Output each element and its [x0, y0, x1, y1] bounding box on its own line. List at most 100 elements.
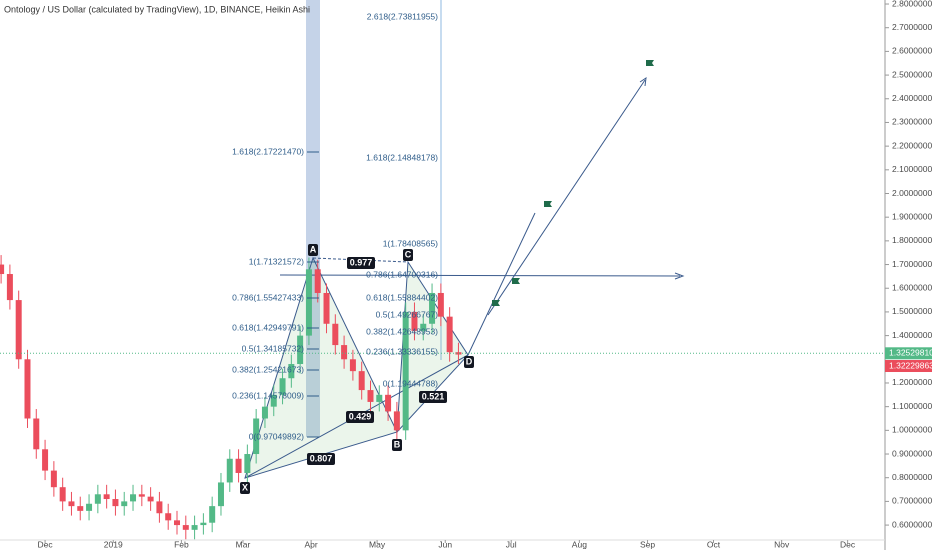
fib-label: 0.5(1.49266767) — [376, 309, 439, 319]
pattern-ratio-box — [347, 257, 375, 269]
fib-label: 0.786(1.55427433) — [232, 292, 304, 302]
fib-label: 2.618(2.73811955) — [367, 11, 438, 21]
y-tick-label: 1.20000000 — [892, 377, 932, 387]
pattern-ratio-box — [346, 411, 374, 423]
fib-label: 0.5(1.34185732) — [242, 343, 305, 353]
candle-body — [68, 501, 75, 507]
fib-label: 0(0.97049892) — [249, 431, 304, 441]
candle-body — [367, 390, 374, 402]
arrow-head — [674, 272, 685, 280]
pattern-point-box — [403, 249, 413, 261]
flag — [646, 60, 654, 72]
pattern-ratio-box — [307, 453, 335, 465]
fib-label: 1.618(2.14848178) — [366, 152, 438, 162]
candle-body — [86, 503, 93, 511]
candle-body — [244, 454, 251, 473]
pattern-point: X — [242, 482, 248, 492]
candle-body — [305, 269, 312, 336]
x-tick-label: 2019 — [104, 539, 123, 549]
candle-body — [191, 525, 198, 530]
y-tick-label: 1.60000000 — [892, 282, 932, 292]
pattern-point: A — [310, 244, 317, 254]
fib-label: 0.618(1.42949791) — [232, 322, 304, 332]
candle-body — [261, 406, 268, 419]
candle-body — [332, 323, 339, 346]
price-tag-box — [885, 347, 932, 360]
candle-body — [402, 311, 409, 431]
pattern-ratio: 0.429 — [349, 411, 372, 421]
x-tick-label: Dec — [38, 539, 54, 549]
candle-body — [376, 394, 383, 402]
arrow-line — [279, 274, 681, 277]
candle-body — [235, 458, 242, 473]
y-tick-label: 1.50000000 — [892, 306, 932, 316]
x-tick-label: Nov — [774, 539, 790, 549]
price-tag-label: 1.32229863 — [889, 360, 932, 370]
candle-body — [429, 292, 436, 324]
pattern-ratio: 0.977 — [350, 257, 373, 267]
candle-body — [217, 482, 224, 507]
y-tick-label: 2.50000000 — [892, 69, 932, 79]
price-tag-box — [885, 360, 932, 373]
candle-body — [420, 323, 427, 331]
fib-label: 0.236(1.33336155) — [366, 346, 438, 356]
candle-body — [270, 394, 277, 407]
y-tick-label: 1.10000000 — [892, 401, 932, 411]
pattern-point-box — [308, 244, 318, 256]
candle-body — [77, 506, 84, 511]
x-tick-label: Feb — [174, 539, 189, 549]
candle-body — [33, 418, 40, 450]
candle-body — [393, 411, 400, 431]
candle-body — [42, 449, 49, 471]
candle-body — [288, 364, 295, 379]
candle-body — [156, 501, 163, 514]
price-tag: 1.32229863 — [885, 360, 932, 373]
x-tick-label: May — [369, 539, 386, 549]
pattern-point: B — [394, 439, 401, 449]
candle-body — [200, 522, 207, 526]
candle-body — [138, 494, 145, 497]
flags — [492, 60, 654, 312]
candle-body — [15, 300, 22, 360]
candle-body — [323, 292, 330, 324]
candle-body — [209, 506, 216, 523]
fib-label: 0.382(1.25421673) — [232, 364, 304, 374]
y-tick-label: 1.40000000 — [892, 330, 932, 340]
price-tag: 1.32529810 — [885, 347, 932, 360]
x-tick-label: Jul — [506, 539, 517, 549]
candle-body — [297, 335, 304, 365]
pattern-ratio-box — [419, 391, 447, 403]
x-tick-label: Jun — [438, 539, 452, 549]
candle-body — [59, 487, 66, 502]
flag — [512, 278, 520, 290]
arrow-head — [639, 76, 647, 87]
pattern-ratio: 0.807 — [310, 453, 333, 463]
chart-title: Ontology / US Dollar (calculated by Trad… — [4, 4, 310, 14]
x-tick-label: Dec — [840, 539, 856, 549]
y-tick-label: 2.10000000 — [892, 164, 932, 174]
candle-body — [130, 494, 137, 502]
y-tick-label: 2.40000000 — [892, 93, 932, 103]
fib-label: 0(1.19444788) — [383, 378, 438, 388]
candle-body — [253, 418, 260, 455]
x-tick-label: Apr — [305, 539, 318, 549]
pattern-point: C — [405, 249, 412, 259]
price-tag-label: 1.32529810 — [889, 348, 932, 358]
fib-label: 0.236(1.14578009) — [232, 390, 304, 400]
pattern-point-box — [240, 482, 250, 494]
flag — [492, 300, 500, 312]
pattern-point-box — [392, 439, 402, 451]
candle-body — [165, 513, 172, 521]
candle-body — [226, 458, 233, 483]
candle-body — [385, 394, 392, 412]
fib-label: 1.618(2.17221470) — [232, 146, 304, 156]
arrow-line — [467, 212, 536, 356]
arrow-line — [487, 79, 646, 316]
candle-body — [437, 292, 444, 317]
candle-body — [182, 525, 189, 530]
